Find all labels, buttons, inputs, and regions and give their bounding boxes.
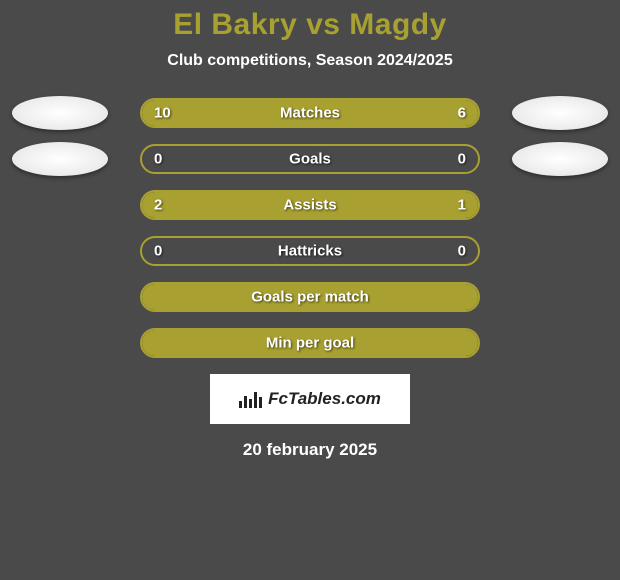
- player-avatar-right: [512, 142, 608, 176]
- stats-list: Matches106Goals00Assists21Hattricks00Goa…: [0, 98, 620, 358]
- player-avatar-right: [512, 96, 608, 130]
- stat-value-left: 0: [154, 151, 162, 168]
- stat-bar-track: Min per goal: [140, 328, 480, 358]
- stat-label: Goals per match: [251, 289, 369, 306]
- stat-label: Goals: [289, 151, 331, 168]
- stat-label: Hattricks: [278, 243, 342, 260]
- comparison-card: El Bakry vs Magdy Club competitions, Sea…: [0, 0, 620, 460]
- stat-value-left: 10: [154, 105, 171, 122]
- avatar-slot-right: [500, 96, 620, 130]
- avatar-slot-left: [0, 96, 120, 130]
- page-subtitle: Club competitions, Season 2024/2025: [0, 52, 620, 70]
- stat-row: Goals 0 0: [0, 144, 620, 174]
- stat-label: Min per goal: [266, 335, 354, 352]
- stat-label: Matches: [280, 105, 340, 122]
- date-label: 20 february 2025: [0, 440, 620, 460]
- stat-label: Assists: [283, 197, 336, 214]
- stat-value-right: 6: [458, 105, 466, 122]
- branding-text: FcTables.com: [268, 389, 381, 409]
- stat-value-right: 1: [458, 197, 466, 214]
- stat-bar-track: Hattricks 0 0: [140, 236, 480, 266]
- player-avatar-left: [12, 96, 108, 130]
- stat-bar-track: Goals 0 0: [140, 144, 480, 174]
- stat-value-left: 0: [154, 243, 162, 260]
- stat-value-right: 0: [458, 151, 466, 168]
- page-title: El Bakry vs Magdy: [0, 8, 620, 42]
- stat-bar-track: Matches 10 6: [140, 98, 480, 128]
- stat-bar-track: Goals per match: [140, 282, 480, 312]
- bar-chart-icon: [239, 390, 262, 408]
- avatar-slot-left: [0, 142, 120, 176]
- stat-bar-track: Assists 2 1: [140, 190, 480, 220]
- stat-row: Matches 10 6: [0, 98, 620, 128]
- stat-row: Hattricks 0 0: [0, 236, 620, 266]
- avatar-slot-right: [500, 142, 620, 176]
- stat-row: Goals per match: [0, 282, 620, 312]
- player-avatar-left: [12, 142, 108, 176]
- stat-value-left: 2: [154, 197, 162, 214]
- stat-row: Min per goal: [0, 328, 620, 358]
- stat-value-right: 0: [458, 243, 466, 260]
- stat-row: Assists 2 1: [0, 190, 620, 220]
- branding-badge: FcTables.com: [210, 374, 410, 424]
